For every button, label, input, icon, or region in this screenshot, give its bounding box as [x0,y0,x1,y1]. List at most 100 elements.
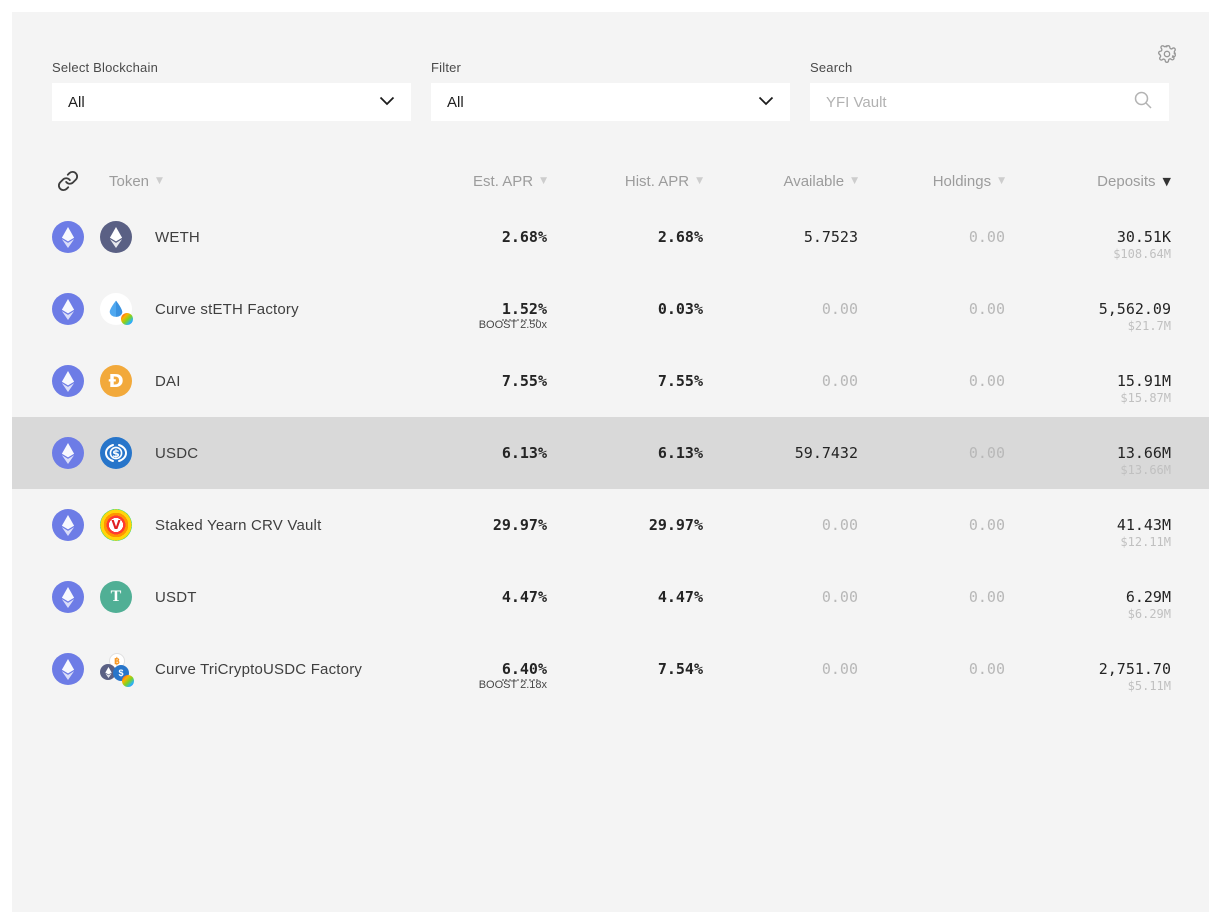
column-header-est-apr[interactable]: Est. APR ▼ [400,173,547,190]
token-name: Staked Yearn CRV Vault [155,516,322,534]
token-name: DAI [155,372,181,390]
deposits-usd-value: $5.11M [1127,679,1171,693]
search-icon [1133,90,1153,115]
table-header: Token ▼ Est. APR ▼ Hist. APR ▼ Available… [12,161,1209,201]
est-apr-value: 1.52% BOOST 2.50x [478,300,547,331]
column-header-hist-apr[interactable]: Hist. APR ▼ [547,173,703,190]
filter-field: Filter All [431,60,790,121]
usdc-icon: $ [100,437,132,469]
est-apr-value: 6.40% BOOST 2.18x [478,660,547,691]
token-cell: V Staked Yearn CRV Vault [52,509,400,541]
column-header-deposits[interactable]: Deposits ▼ [1005,173,1171,190]
hist-apr-value: 2.68% [657,228,703,246]
sort-triangle-icon: ▼ [851,175,858,186]
settings-gear-icon[interactable] [1157,44,1177,64]
svg-text:$: $ [112,447,120,460]
sort-triangle-icon: ▼ [998,175,1005,186]
ethereum-chain-icon [52,365,84,397]
column-label: Est. APR [473,172,534,190]
chevron-down-icon [379,93,395,111]
token-cell: Đ DAI [52,365,400,397]
column-label: Deposits [1097,172,1156,190]
token-cell: ฿ $ Curve TriCryptoUSDC Factory [52,653,400,687]
sort-triangle-icon: ▼ [1162,174,1171,188]
filter-select[interactable]: All [431,83,790,121]
column-label: Hist. APR [624,172,690,190]
holdings-value: 0.00 [968,588,1005,606]
hist-apr-value: 6.13% [657,444,703,462]
deposits-usd-value: $12.11M [1120,535,1171,549]
vaults-panel: Select Blockchain All Filter All Search [12,12,1209,912]
column-header-holdings[interactable]: Holdings ▼ [858,173,1005,190]
column-label: Available [783,172,845,190]
column-label: Token [109,172,150,190]
hist-apr-value: 7.55% [657,372,703,390]
sort-triangle-icon: ▼ [696,175,703,186]
weth-icon [100,221,132,253]
token-name: Curve stETH Factory [155,300,299,318]
curve-icon [122,675,134,687]
token-name: WETH [155,228,200,246]
token-name: Curve TriCryptoUSDC Factory [155,660,363,678]
est-apr-value: 4.47% [501,588,547,606]
deposits-value: 30.51K $108.64M [1113,228,1171,261]
vault-row[interactable]: ฿ $ Curve TriCryptoUSDC Factory 6.40% BOOS… [12,633,1209,705]
token-cell: Curve stETH Factory [52,293,400,325]
vaults-list: WETH 2.68% 2.68% 5.7523 0.00 30.51K $108.64M C… [12,201,1209,705]
deposits-value: 41.43M $12.11M [1116,516,1171,549]
ethereum-chain-icon [52,437,84,469]
sort-triangle-icon: ▼ [540,175,547,186]
ethereum-chain-icon [52,221,84,253]
ethereum-chain-icon [52,509,84,541]
token-name: USDT [155,588,197,606]
available-value: 5.7523 [803,228,858,246]
boost-multiplier: BOOST 2.18x [478,679,547,691]
column-header-token[interactable]: Token ▼ [52,170,400,192]
chevron-down-icon [758,93,774,111]
deposits-value: 13.66M $13.66M [1116,444,1171,477]
holdings-value: 0.00 [968,372,1005,390]
boost-multiplier: BOOST 2.50x [478,319,547,331]
steth-curve-icon [100,293,133,325]
deposits-value: 2,751.70 $5.11M [1098,660,1171,693]
filter-label: Filter [431,60,462,75]
vault-row[interactable]: WETH 2.68% 2.68% 5.7523 0.00 30.51K $108.64M [12,201,1209,273]
deposits-value: 15.91M $15.87M [1116,372,1171,405]
ethereum-chain-icon [52,581,84,613]
ycrv-icon: V [100,509,132,541]
holdings-value: 0.00 [968,228,1005,246]
available-value: 0.00 [821,660,858,678]
sort-triangle-icon: ▼ [156,175,163,186]
search-box [810,83,1169,121]
available-value: 0.00 [821,588,858,606]
hist-apr-value: 7.54% [657,660,703,678]
deposits-usd-value: $21.7M [1127,319,1171,333]
vault-row[interactable]: $ USDC 6.13% 6.13% 59.7432 0.00 13.66M $13.66M [12,417,1209,489]
usdt-icon: T [100,581,132,613]
search-input[interactable] [826,93,1133,111]
holdings-value: 0.00 [968,516,1005,534]
deposits-usd-value: $15.87M [1120,391,1171,405]
column-header-available[interactable]: Available ▼ [703,173,858,190]
column-label: Holdings [932,172,992,190]
ethereum-chain-icon [52,293,84,325]
deposits-usd-value: $13.66M [1120,463,1171,477]
blockchain-field: Select Blockchain All [52,60,411,121]
hist-apr-value: 29.97% [648,516,703,534]
blockchain-label: Select Blockchain [52,60,159,75]
holdings-value: 0.00 [968,300,1005,318]
blockchain-selected-value: All [68,93,85,111]
est-apr-value: 2.68% [501,228,547,246]
vault-row[interactable]: Đ DAI 7.55% 7.55% 0.00 0.00 15.91M $15.87M [12,345,1209,417]
vault-row[interactable]: Curve stETH Factory 1.52% BOOST 2.50x 0.03%… [12,273,1209,345]
vault-row[interactable]: V Staked Yearn CRV Vault 29.97% 29.97% 0.00 0… [12,489,1209,561]
filters-toolbar: Select Blockchain All Filter All Search [12,12,1209,121]
vault-row[interactable]: T USDT 4.47% 4.47% 0.00 0.00 6.29M $6.29M [12,561,1209,633]
available-value: 0.00 [821,372,858,390]
token-name: USDC [155,444,199,462]
blockchain-select[interactable]: All [52,83,411,121]
est-apr-value: 6.13% [501,444,547,462]
hist-apr-value: 4.47% [657,588,703,606]
deposits-value: 5,562.09 $21.7M [1098,300,1171,333]
token-cell: T USDT [52,581,400,613]
